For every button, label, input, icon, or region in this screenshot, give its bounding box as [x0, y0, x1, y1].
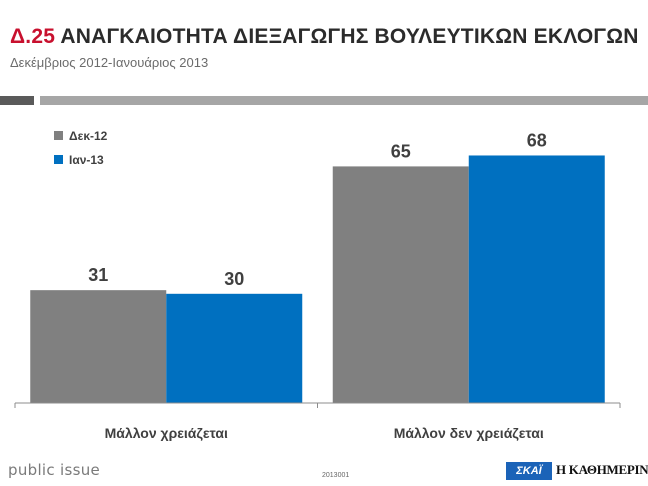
bar-1-2 [332, 166, 469, 403]
legend-label-1: Δεκ-12 [69, 129, 108, 143]
data-label: 65 [391, 141, 411, 161]
x-tick-label: Μάλλον χρειάζεται [105, 425, 228, 441]
header-divider-light [40, 96, 648, 105]
data-label: 31 [88, 265, 108, 285]
title-text: ΑΝΑΓΚΑΙΟΤΗΤΑ ΔΙΕΞΑΓΩΓΗΣ ΒΟΥΛΕΥΤΙΚΩΝ ΕΚΛΟ… [60, 25, 639, 48]
title-code: Δ.25 [10, 25, 56, 48]
bar-2-1 [166, 293, 303, 403]
kathimerini-logo: Η ΚΑΘΗΜΕΡΙΝΗ [556, 462, 648, 477]
bar-1-1 [30, 290, 167, 403]
legend-swatch-2 [54, 155, 63, 164]
chart-bars: 31 30 Μάλλον χρειάζεται 65 68 Μάλλον δεν χρει… [30, 130, 605, 441]
header-divider-dark [0, 96, 34, 105]
chart-axis [14, 402, 621, 408]
chart-legend: Δεκ-12 Ιαν-13 [54, 129, 108, 167]
data-label: 30 [224, 269, 244, 289]
legend-label-2: Ιαν-13 [69, 153, 104, 167]
skai-logo: ΣΚΑΪ [506, 462, 552, 480]
page-subtitle: Δεκέμβριος 2012-Ιανουάριος 2013 [10, 55, 209, 70]
legend-swatch-1 [54, 131, 63, 140]
brand-logo: public issue [8, 461, 101, 479]
footer-code: 2013001 [322, 472, 350, 479]
x-tick-label: Μάλλον δεν χρειάζεται [394, 425, 544, 441]
bar-2-2 [468, 155, 605, 403]
page-title: Δ.25 ΑΝΑΓΚΑΙΟΤΗΤΑ ΔΙΕΞΑΓΩΓΗΣ ΒΟΥΛΕΥΤΙΚΩΝ… [10, 25, 639, 49]
data-label: 68 [527, 130, 547, 150]
